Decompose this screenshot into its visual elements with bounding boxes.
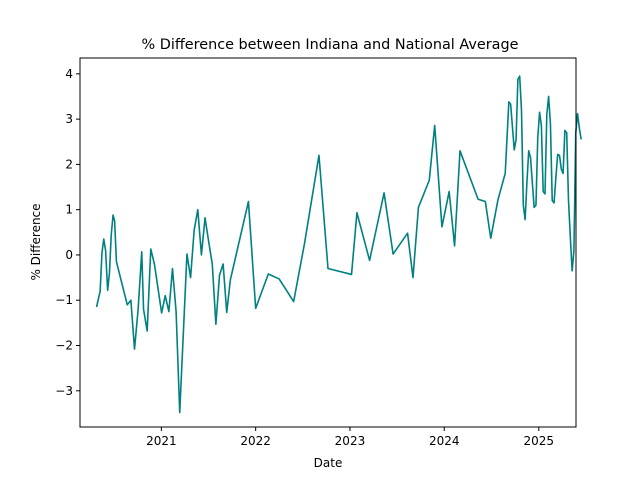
y-tick-label: 0 (65, 248, 73, 262)
y-tick-label: 4 (65, 67, 73, 81)
x-tick-label: 2021 (146, 434, 177, 448)
y-tick-label: 1 (65, 203, 73, 217)
plot-frame (79, 57, 577, 428)
chart-title: % Difference between Indiana and Nationa… (142, 37, 519, 53)
x-axis-label: Date (314, 456, 343, 470)
y-axis-label: % Difference (29, 203, 43, 280)
y-tick-label: −3 (55, 384, 73, 398)
x-tick-label: 2024 (429, 434, 460, 448)
x-tick-label: 2022 (240, 434, 271, 448)
x-axis: 2021 2022 2023 2024 2025 (146, 427, 554, 448)
y-tick-label: 3 (65, 112, 73, 126)
y-tick-label: 2 (65, 157, 73, 171)
series-line-0 (95, 75, 582, 414)
y-tick-label: −1 (55, 293, 73, 307)
x-tick-label: 2023 (335, 434, 366, 448)
series-layer (95, 75, 582, 414)
y-axis: −3 −2 −1 0 1 2 3 4 (55, 67, 80, 398)
y-tick-label: −2 (55, 339, 73, 353)
x-tick-label: 2025 (524, 434, 555, 448)
